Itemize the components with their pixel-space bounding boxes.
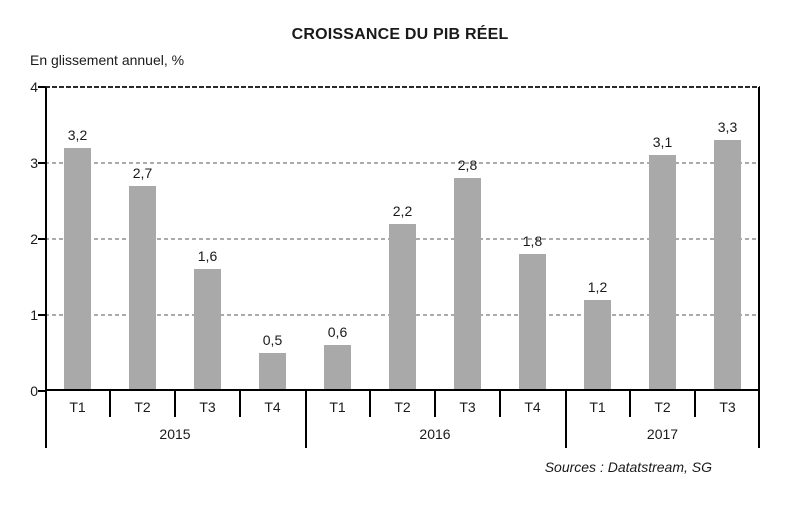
bar bbox=[454, 178, 481, 391]
quarter-label: T1 bbox=[589, 399, 606, 415]
quarter-label: T2 bbox=[394, 399, 411, 415]
bar-value-label: 0,5 bbox=[262, 332, 283, 348]
year-label: 2017 bbox=[646, 426, 679, 442]
bar bbox=[64, 147, 91, 391]
quarter-label: T1 bbox=[69, 399, 86, 415]
y-tick-mark bbox=[38, 314, 45, 316]
bar-value-label: 1,8 bbox=[522, 233, 543, 250]
bar-value-label: 3,1 bbox=[652, 134, 673, 151]
y-tick-mark bbox=[38, 390, 45, 392]
year-divider-line bbox=[758, 391, 760, 448]
y-tick-label: 2 bbox=[30, 231, 38, 247]
bar bbox=[129, 185, 156, 391]
year-label: 2016 bbox=[419, 426, 451, 442]
x-tick-mark bbox=[174, 391, 176, 417]
x-tick-mark bbox=[369, 391, 371, 417]
x-tick-mark bbox=[434, 391, 436, 417]
bar-value-label: 2,2 bbox=[392, 202, 413, 219]
quarter-label: T2 bbox=[134, 399, 151, 415]
bar bbox=[519, 254, 546, 391]
y-tick-mark bbox=[38, 162, 45, 164]
bar bbox=[714, 140, 741, 391]
quarter-label: T3 bbox=[719, 399, 736, 415]
quarter-label: T1 bbox=[329, 399, 346, 415]
source-note: Sources : Datatstream, SG bbox=[544, 459, 712, 475]
x-tick-mark bbox=[499, 391, 501, 417]
y-tick-label: 1 bbox=[30, 307, 38, 323]
y-tick-label: 3 bbox=[30, 155, 38, 171]
bar bbox=[194, 269, 221, 391]
bar-value-label: 3,3 bbox=[717, 119, 738, 136]
x-tick-mark bbox=[109, 391, 111, 417]
bar-value-label: 3,2 bbox=[67, 126, 88, 143]
y-tick-label: 4 bbox=[30, 79, 38, 95]
bar bbox=[649, 155, 676, 391]
quarter-label: T4 bbox=[524, 399, 541, 415]
y-axis-unit-label: En glissement annuel, % bbox=[30, 52, 185, 68]
chart-title: CROISSANCE DU PIB RÉEL bbox=[291, 26, 509, 43]
y-tick-mark bbox=[38, 238, 45, 240]
year-divider-line bbox=[45, 391, 47, 448]
x-tick-mark bbox=[629, 391, 631, 417]
bar bbox=[389, 223, 416, 391]
gridline bbox=[45, 162, 760, 164]
y-tick-mark bbox=[38, 86, 45, 88]
bar-value-label: 1,2 bbox=[587, 278, 608, 295]
x-tick-mark bbox=[694, 391, 696, 417]
bar-value-label: 2,7 bbox=[132, 164, 153, 181]
year-divider-line bbox=[305, 391, 307, 448]
gridline-top bbox=[45, 86, 760, 88]
bar bbox=[324, 345, 351, 391]
year-label: 2015 bbox=[159, 426, 191, 442]
bar-value-label: 0,6 bbox=[327, 324, 348, 341]
quarter-label: T3 bbox=[199, 399, 216, 415]
bar-value-label: 1,6 bbox=[197, 248, 218, 265]
quarter-label: T2 bbox=[654, 399, 671, 415]
bar-value-label: 2,8 bbox=[457, 157, 478, 174]
y-tick-label: 0 bbox=[30, 383, 38, 399]
year-divider-line bbox=[565, 391, 567, 448]
bar bbox=[259, 353, 286, 391]
quarter-label: T4 bbox=[264, 399, 281, 415]
bar bbox=[584, 299, 611, 391]
x-tick-mark bbox=[239, 391, 241, 417]
quarter-label: T3 bbox=[459, 399, 476, 415]
